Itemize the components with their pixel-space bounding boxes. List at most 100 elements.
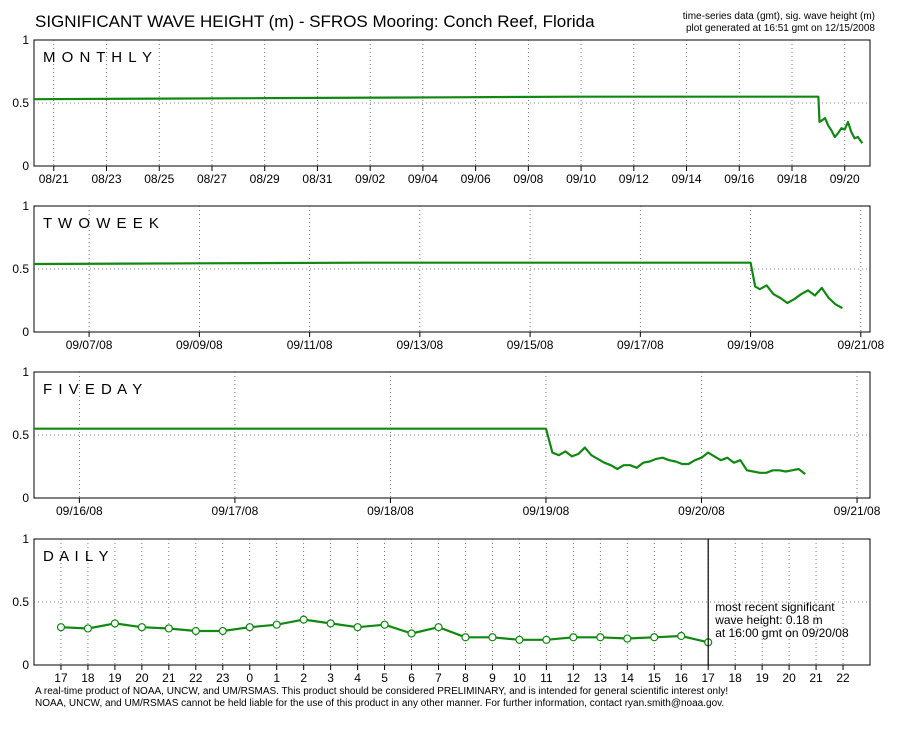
x-tick-label: 09/19/08 — [727, 338, 774, 352]
y-tick-label: 0 — [22, 159, 29, 173]
y-tick-label: 1 — [22, 365, 29, 379]
x-tick-label: 3 — [327, 671, 334, 685]
x-tick-label: 10 — [513, 671, 527, 685]
x-tick-label: 7 — [435, 671, 442, 685]
x-tick-label: 08/27 — [197, 172, 227, 186]
x-tick-label: 2 — [300, 671, 307, 685]
chart-title: SIGNIFICANT WAVE HEIGHT (m) - SFROS Moor… — [35, 12, 595, 31]
y-tick-label: 0 — [22, 325, 29, 339]
x-tick-label: 21 — [162, 671, 176, 685]
x-tick-label: 09/16 — [724, 172, 754, 186]
x-tick-label: 09/16/08 — [56, 504, 103, 518]
x-tick-label: 19 — [108, 671, 122, 685]
data-point — [218, 626, 227, 636]
x-tick-label: 8 — [462, 671, 469, 685]
metadata-line: time-series data (gmt), sig. wave height… — [682, 11, 875, 22]
panel-label: D A I L Y — [43, 548, 110, 565]
x-tick-label: 14 — [621, 671, 635, 685]
y-tick-label: 0.5 — [12, 595, 29, 609]
x-tick-label: 0 — [246, 671, 253, 685]
x-tick-label: 08/21 — [39, 172, 69, 186]
data-point — [272, 620, 281, 629]
data-point — [515, 635, 524, 644]
x-tick-label: 09/04 — [408, 172, 438, 186]
x-tick-label: 09/17/08 — [617, 338, 664, 352]
x-tick-label: 5 — [381, 671, 388, 685]
panel-label: F I V E D A Y — [43, 381, 143, 398]
x-tick-label: 09/13/08 — [396, 338, 443, 352]
disclaimer-footer: A real-time product of NOAA, UNCW, and U… — [35, 686, 728, 710]
x-tick-label: 22 — [189, 671, 203, 685]
y-tick-label: 0.5 — [12, 262, 29, 276]
x-tick-label: 08/29 — [250, 172, 280, 186]
x-tick-label: 19 — [755, 671, 769, 685]
data-point — [677, 631, 686, 641]
x-tick-label: 12 — [567, 671, 581, 685]
data-point — [56, 623, 66, 632]
data-point — [569, 633, 578, 642]
x-tick-label: 09/14 — [672, 172, 702, 186]
x-tick-label: 09/21/08 — [834, 504, 881, 518]
data-point — [191, 626, 200, 636]
latest-reading-annotation: wave height: 0.18 m — [714, 613, 822, 627]
x-tick-label: 09/21/08 — [837, 338, 884, 352]
metadata-line: plot generated at 16:51 gmt on 12/15/200… — [685, 23, 875, 34]
y-tick-label: 1 — [22, 33, 29, 47]
data-point — [650, 633, 659, 642]
x-tick-label: 9 — [489, 671, 496, 685]
x-tick-label: 15 — [648, 671, 662, 685]
data-point — [488, 633, 497, 642]
plot-area — [33, 371, 871, 499]
x-tick-label: 17 — [54, 671, 68, 685]
y-tick-label: 1 — [22, 199, 29, 213]
x-tick-label: 09/07/08 — [66, 338, 113, 352]
wave-height-series — [33, 95, 864, 144]
y-tick-label: 0.5 — [12, 428, 29, 442]
x-tick-label: 09/20 — [830, 172, 860, 186]
x-tick-label: 11 — [540, 671, 553, 685]
x-tick-label: 08/25 — [144, 172, 174, 186]
y-tick-label: 0 — [22, 491, 29, 505]
data-point — [83, 624, 93, 633]
wave-height-series — [33, 261, 843, 310]
x-tick-label: 1 — [273, 671, 280, 685]
wave-height-series — [34, 427, 806, 475]
x-tick-label: 17 — [702, 671, 716, 685]
x-tick-label: 09/20/08 — [678, 504, 725, 518]
x-tick-label: 08/23 — [91, 172, 121, 186]
data-point — [542, 635, 551, 644]
x-tick-label: 09/19/08 — [523, 504, 570, 518]
plot-area — [33, 39, 871, 167]
x-tick-label: 4 — [354, 671, 361, 685]
y-tick-label: 0.5 — [12, 96, 29, 110]
data-point — [380, 620, 389, 629]
data-point — [245, 623, 254, 632]
x-tick-label: 09/18 — [777, 172, 807, 186]
data-point — [299, 615, 308, 624]
data-point — [137, 623, 146, 632]
y-tick-label: 0 — [22, 658, 29, 672]
x-tick-label: 09/15/08 — [507, 338, 554, 352]
x-tick-label: 13 — [594, 671, 608, 685]
data-point — [110, 619, 120, 628]
x-tick-label: 09/02 — [355, 172, 385, 186]
x-tick-label: 18 — [728, 671, 742, 685]
x-tick-label: 09/18/08 — [367, 504, 414, 518]
data-point — [623, 634, 632, 643]
disclaimer-line: NOAA, UNCW, and UM/RSMAS cannot be held … — [35, 698, 725, 709]
data-point — [164, 624, 173, 633]
x-tick-label: 21 — [809, 671, 823, 685]
data-point — [434, 623, 443, 632]
data-point — [326, 619, 335, 628]
x-tick-label: 09/10 — [566, 172, 596, 186]
panel-label: T W O W E E K — [43, 215, 160, 232]
x-tick-label: 09/06 — [461, 172, 491, 186]
x-tick-label: 6 — [408, 671, 415, 685]
data-point — [461, 633, 470, 642]
x-tick-label: 20 — [135, 671, 149, 685]
data-point — [596, 633, 605, 642]
x-tick-label: 23 — [216, 671, 230, 685]
data-point — [353, 623, 362, 632]
disclaimer-line: A real-time product of NOAA, UNCW, and U… — [35, 686, 729, 697]
